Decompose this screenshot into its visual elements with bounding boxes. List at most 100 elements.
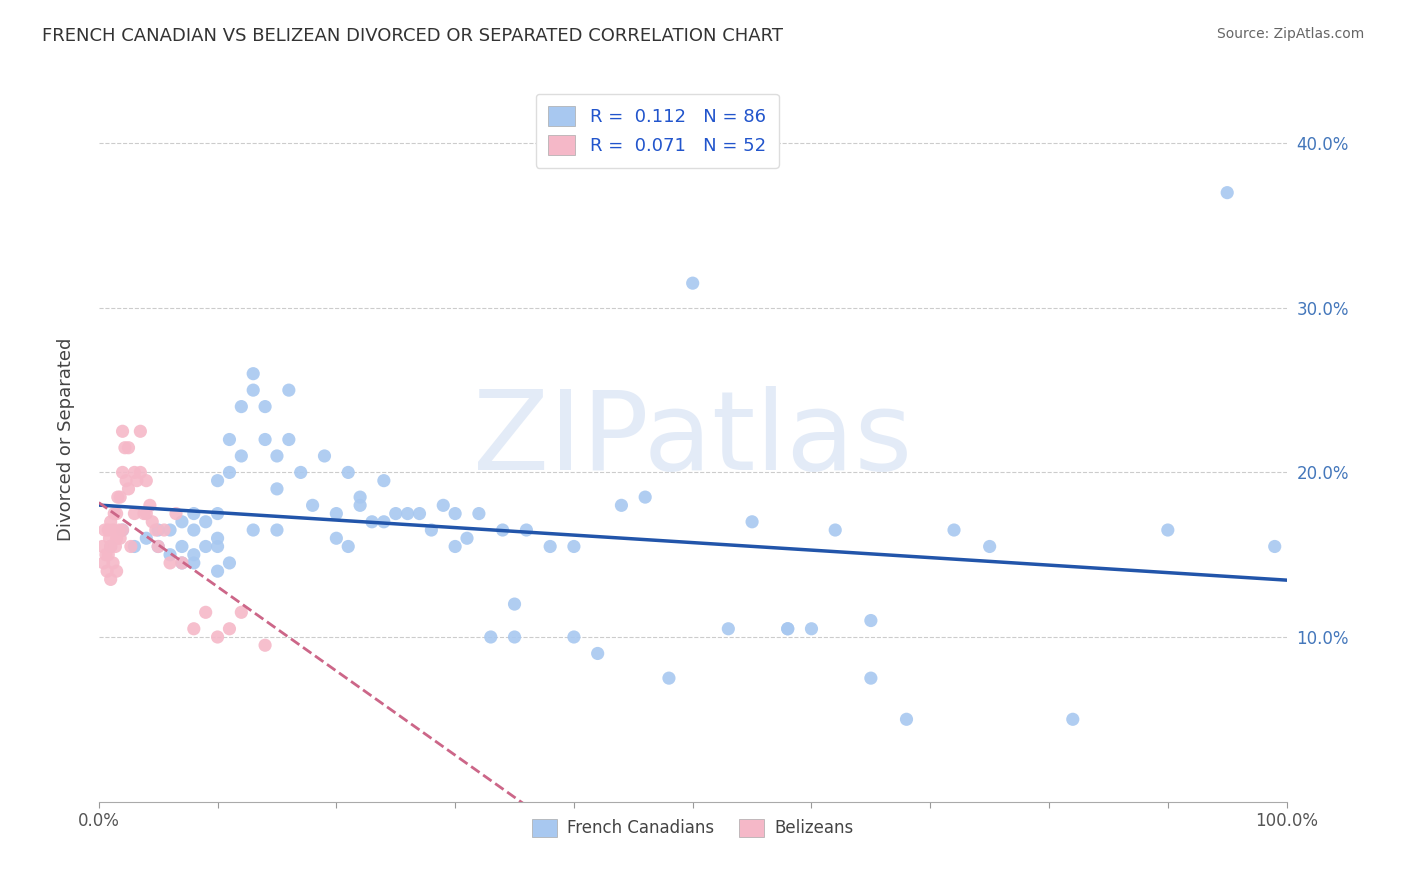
Point (634, 490, 657, 504)
Point (183, 507, 205, 521)
Point (111, 466, 134, 480)
Point (538, 540, 561, 554)
Point (231, 605, 253, 619)
Point (207, 630, 229, 644)
Point (115, 474, 138, 488)
Point (384, 507, 406, 521)
Point (266, 482, 288, 496)
Point (108, 531, 131, 545)
Point (170, 556, 193, 570)
Point (120, 540, 142, 554)
Point (100, 540, 122, 554)
Point (266, 523, 288, 537)
Point (800, 622, 823, 636)
Point (337, 466, 360, 480)
Point (859, 671, 882, 685)
Point (124, 540, 146, 554)
Point (132, 507, 155, 521)
Point (349, 490, 371, 504)
Point (776, 622, 799, 636)
Point (111, 523, 134, 537)
Point (242, 523, 264, 537)
Point (254, 638, 277, 652)
Point (314, 449, 336, 463)
Point (503, 630, 526, 644)
Point (254, 433, 277, 447)
Point (183, 523, 205, 537)
Point (492, 523, 515, 537)
Point (207, 540, 229, 554)
Point (194, 605, 217, 619)
Point (97, 523, 120, 537)
Point (658, 671, 681, 685)
Point (859, 614, 882, 628)
Point (101, 556, 124, 570)
Point (101, 523, 124, 537)
Point (218, 622, 240, 636)
Point (159, 523, 181, 537)
Point (124, 507, 146, 521)
Point (93, 523, 115, 537)
Point (408, 507, 430, 521)
Point (207, 507, 229, 521)
Point (824, 523, 846, 537)
Point (479, 630, 502, 644)
Point (114, 441, 136, 455)
Point (207, 474, 229, 488)
Point (125, 474, 148, 488)
Point (183, 622, 205, 636)
Point (682, 276, 704, 290)
Point (135, 531, 157, 545)
Point (1264, 540, 1286, 554)
Point (170, 540, 193, 554)
Point (170, 515, 193, 529)
Point (943, 523, 966, 537)
Point (124, 466, 146, 480)
Point (183, 556, 205, 570)
Point (373, 515, 395, 529)
Point (98, 531, 121, 545)
Point (145, 523, 167, 537)
Text: ZIPatlas: ZIPatlas (472, 386, 912, 493)
Point (194, 540, 217, 554)
Point (141, 515, 163, 529)
Point (100, 540, 122, 554)
Point (103, 507, 125, 521)
Point (148, 540, 170, 554)
Point (96, 564, 118, 578)
Y-axis label: Divorced or Separated: Divorced or Separated (58, 338, 75, 541)
Point (108, 490, 131, 504)
Point (111, 523, 134, 537)
Point (266, 449, 288, 463)
Point (100, 573, 122, 587)
Point (468, 507, 491, 521)
Point (159, 556, 181, 570)
Point (325, 531, 347, 545)
Point (97, 548, 120, 562)
Point (231, 449, 253, 463)
Point (104, 540, 127, 554)
Point (93, 556, 115, 570)
Point (325, 507, 347, 521)
Point (776, 622, 799, 636)
Point (135, 474, 157, 488)
Point (432, 499, 454, 513)
Point (148, 540, 170, 554)
Point (129, 466, 152, 480)
Point (218, 466, 240, 480)
Point (254, 400, 277, 414)
Point (610, 499, 633, 513)
Point (1062, 712, 1084, 726)
Point (562, 630, 585, 644)
Point (361, 515, 384, 529)
Point (896, 712, 918, 726)
Point (129, 424, 152, 438)
Point (117, 441, 139, 455)
Point (117, 482, 139, 496)
Point (444, 507, 467, 521)
Point (153, 523, 176, 537)
Point (979, 540, 1001, 554)
Point (107, 490, 129, 504)
Point (231, 400, 253, 414)
Point (349, 499, 371, 513)
